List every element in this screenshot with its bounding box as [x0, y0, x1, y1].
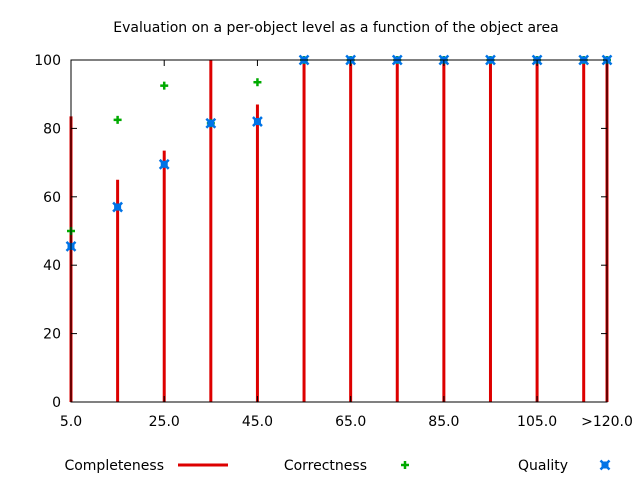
quality-point	[252, 116, 263, 127]
legend-label-quality: Quality	[518, 458, 568, 474]
legend-label-completeness: Completeness	[64, 458, 164, 474]
quality-point	[158, 158, 170, 170]
quality-point	[205, 117, 217, 129]
y-tick-label: 60	[43, 190, 61, 206]
x-tick-label: 5.0	[60, 414, 82, 430]
correctness-point	[253, 78, 262, 87]
quality-point	[112, 201, 123, 213]
correctness-point	[113, 115, 122, 124]
legend: Completeness Correctness Quality	[64, 458, 611, 474]
legend-swatch-quality	[599, 459, 611, 471]
plot-marks	[65, 54, 613, 402]
y-tick-label: 100	[34, 53, 61, 69]
legend-swatch-correctness	[401, 461, 409, 469]
x-tick-label: 25.0	[149, 414, 180, 430]
x-tick-label: 105.0	[517, 414, 557, 430]
y-tick-label: 80	[43, 121, 61, 137]
x-tick-label: 45.0	[242, 414, 273, 430]
y-tick-label: 0	[52, 395, 61, 411]
x-tick-label: 85.0	[428, 414, 459, 430]
legend-label-correctness: Correctness	[284, 458, 367, 474]
y-tick-label: 40	[43, 258, 61, 274]
x-tick-label: >120.0	[581, 414, 633, 430]
y-tick-label: 20	[43, 327, 61, 343]
x-tick-label: 65.0	[335, 414, 366, 430]
chart-title: Evaluation on a per-object level as a fu…	[113, 20, 558, 36]
plot-frame	[70, 59, 608, 403]
correctness-point	[160, 81, 169, 90]
axes: 0 20 40 60 80 100 5.0 25.0 45.0 65.0 85.0 105.0 >120…	[34, 53, 633, 430]
